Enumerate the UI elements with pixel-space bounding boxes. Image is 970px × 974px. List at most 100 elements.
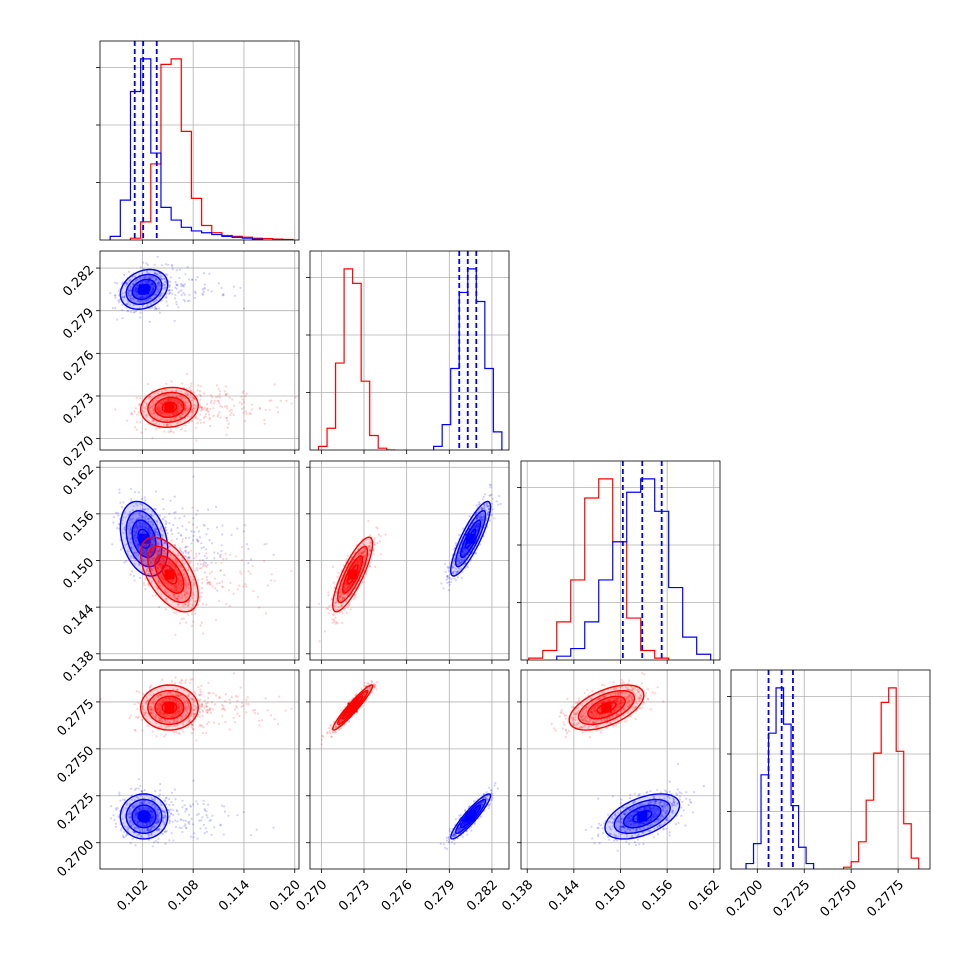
scatter-point	[346, 612, 348, 614]
scatter-point	[139, 316, 141, 318]
scatter-point	[245, 585, 247, 587]
scatter-point	[197, 686, 199, 688]
scatter-point	[118, 290, 120, 292]
scatter-point	[221, 585, 223, 587]
scatter-point	[134, 579, 136, 581]
scatter-point	[220, 569, 222, 571]
scatter-point	[155, 508, 157, 510]
scatter-point	[251, 404, 253, 406]
scatter-point	[194, 691, 196, 693]
scatter-point	[195, 439, 197, 441]
scatter-point	[155, 594, 157, 596]
scatter-point	[181, 618, 183, 620]
scatter-point	[115, 826, 117, 828]
scatter-point	[205, 548, 207, 550]
scatter-point	[332, 566, 334, 568]
scatter-point	[138, 778, 140, 780]
scatter-panel	[306, 461, 509, 664]
scatter-point	[207, 528, 209, 530]
scatter-point	[197, 510, 199, 512]
scatter-point	[445, 571, 447, 573]
scatter-point	[171, 539, 173, 541]
scatter-point	[233, 286, 235, 288]
scatter-point	[142, 262, 144, 264]
scatter-point	[139, 421, 141, 423]
scatter-point	[216, 583, 218, 585]
scatter-point	[201, 622, 203, 624]
y-tick-label: 0.162	[60, 462, 97, 499]
scatter-point	[200, 385, 202, 387]
scatter-point	[197, 579, 199, 581]
scatter-point	[369, 534, 371, 536]
scatter-point	[274, 718, 276, 720]
scatter-point	[123, 831, 125, 833]
scatter-point	[136, 413, 138, 415]
scatter-point	[201, 816, 203, 818]
scatter-point	[128, 271, 130, 273]
scatter-point	[206, 723, 208, 725]
scatter-point	[215, 562, 217, 564]
scatter-point	[164, 843, 166, 845]
scatter-point	[199, 536, 201, 538]
scatter-point	[128, 547, 130, 549]
scatter-point	[257, 713, 259, 715]
scatter-point	[217, 414, 219, 416]
scatter-point	[197, 422, 199, 424]
scatter-point	[243, 412, 245, 414]
scatter-point	[211, 571, 213, 573]
scatter-point	[192, 728, 194, 730]
scatter-point	[175, 301, 177, 303]
scatter-point	[109, 292, 111, 294]
scatter-point	[183, 515, 185, 517]
scatter-point	[181, 525, 183, 527]
scatter-point	[222, 524, 224, 526]
scatter-point	[263, 419, 265, 421]
scatter-point	[184, 300, 186, 302]
scatter-point	[172, 839, 174, 841]
scatter-point	[242, 399, 244, 401]
scatter-point	[115, 823, 117, 825]
scatter-point	[221, 581, 223, 583]
scatter-point	[168, 522, 170, 524]
scatter-point	[197, 563, 199, 565]
histogram-line	[529, 479, 669, 660]
scatter-point	[239, 401, 241, 403]
scatter-point	[188, 551, 190, 553]
scatter-point	[219, 390, 221, 392]
scatter-point	[449, 584, 451, 586]
scatter-point	[273, 554, 275, 556]
scatter-point	[174, 819, 176, 821]
scatter-point	[246, 543, 248, 545]
scatter-point	[192, 523, 194, 525]
scatter-point	[379, 540, 381, 542]
scatter-point	[190, 530, 192, 532]
scatter-point	[247, 562, 249, 564]
scatter-point	[136, 397, 138, 399]
scatter-point	[221, 544, 223, 546]
scatter-point	[138, 491, 140, 493]
y-tick-label: 0.279	[60, 305, 97, 342]
scatter-point	[182, 507, 184, 509]
scatter-point	[291, 403, 293, 405]
scatter-point	[162, 833, 164, 835]
scatter-point	[155, 491, 157, 493]
scatter-point	[208, 273, 210, 275]
scatter-point	[243, 530, 245, 532]
scatter-point	[131, 570, 133, 572]
scatter-point	[496, 500, 498, 502]
scatter-point	[213, 402, 215, 404]
scatter-point	[206, 576, 208, 578]
scatter-point	[200, 422, 202, 424]
scatter-point	[181, 284, 183, 286]
scatter-point	[201, 582, 203, 584]
scatter-point	[203, 824, 205, 826]
scatter-point	[214, 400, 216, 402]
scatter-point	[226, 420, 228, 422]
scatter-point	[206, 816, 208, 818]
scatter-point	[271, 399, 273, 401]
scatter-point	[112, 521, 114, 523]
scatter-point	[234, 295, 236, 297]
scatter-point	[217, 396, 219, 398]
scatter-point	[175, 281, 177, 283]
scatter-point	[258, 724, 260, 726]
